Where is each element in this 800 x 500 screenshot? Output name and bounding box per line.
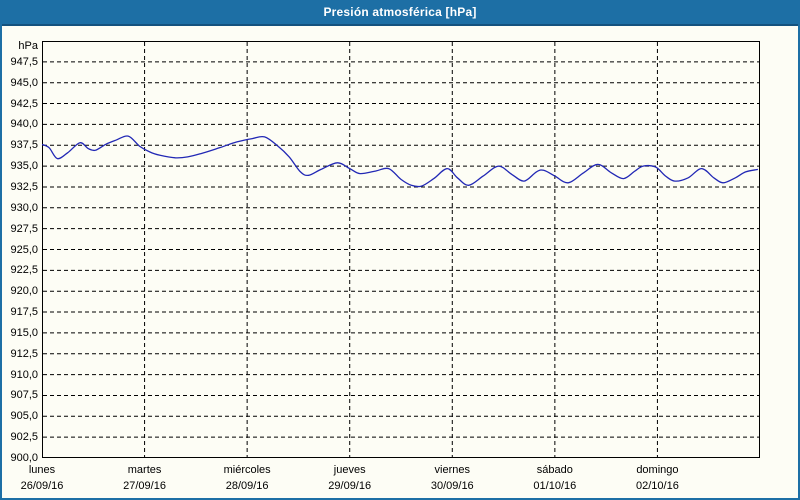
- y-tick-label: 932,5: [10, 180, 38, 193]
- y-tick-label: 900,0: [10, 452, 38, 464]
- vertical-gridlines: [144, 42, 658, 457]
- y-axis-unit-label: hPa: [18, 40, 38, 52]
- y-tick-label: 920,0: [10, 285, 38, 298]
- y-tick-label: 902,5: [10, 431, 38, 444]
- y-tick-label: 915,0: [10, 326, 38, 339]
- x-day-name-label: lunes: [28, 464, 56, 476]
- y-tick-label: 942,5: [10, 97, 38, 110]
- y-tick-label: 905,0: [10, 410, 38, 423]
- y-tick-label: 947,5: [10, 55, 38, 68]
- x-date-label: 02/10/16: [636, 480, 679, 492]
- x-day-name-label: viernes: [434, 464, 471, 476]
- y-tick-label: 910,0: [10, 368, 38, 381]
- x-day-name-label: jueves: [333, 464, 366, 476]
- pressure-line: [42, 135, 759, 188]
- x-date-label: 28/09/16: [225, 480, 269, 492]
- x-day-name-label: domingo: [636, 464, 679, 476]
- pressure-line-chart: [42, 41, 760, 458]
- y-tick-label: 925,0: [10, 243, 38, 256]
- horizontal-gridlines: [43, 61, 759, 438]
- title-bar: Presión atmosférica [hPa]: [2, 2, 798, 26]
- x-day-name-label: sábado: [536, 464, 573, 476]
- x-day-name-label: miércoles: [223, 464, 271, 476]
- y-tick-label: 937,5: [10, 139, 38, 152]
- x-date-label: 29/09/16: [328, 480, 372, 492]
- y-tick-label: 945,0: [10, 76, 38, 89]
- y-tick-label: 907,5: [10, 389, 38, 402]
- x-date-label: 27/09/16: [123, 480, 166, 492]
- y-tick-label: 922,5: [10, 264, 38, 277]
- x-date-label: 30/09/16: [430, 480, 474, 492]
- plot-border: [42, 41, 760, 458]
- y-tick-label: 927,5: [10, 222, 38, 235]
- y-tick-label: 940,0: [10, 118, 38, 131]
- x-date-label: 26/09/16: [20, 480, 64, 492]
- y-tick-label: 930,0: [10, 201, 38, 214]
- window-title: Presión atmosférica [hPa]: [323, 5, 477, 19]
- y-tick-label: 912,5: [10, 347, 38, 360]
- y-tick-label: 917,5: [10, 306, 38, 319]
- y-tick-label: 935,0: [10, 160, 38, 173]
- x-day-name-label: martes: [127, 464, 162, 476]
- x-date-label: 01/10/16: [533, 480, 577, 492]
